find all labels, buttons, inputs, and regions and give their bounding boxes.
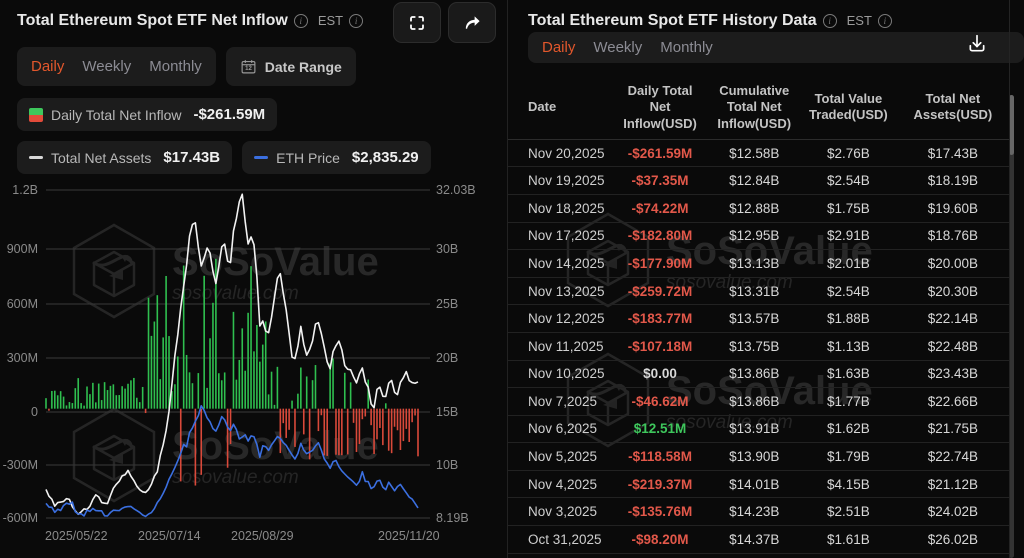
svg-text:900M: 900M xyxy=(7,242,38,256)
svg-text:600M: 600M xyxy=(7,297,38,311)
svg-text:15B: 15B xyxy=(436,405,458,419)
svg-text:10B: 10B xyxy=(436,458,458,472)
svg-text:20B: 20B xyxy=(436,351,458,365)
svg-text:2025/11/20: 2025/11/20 xyxy=(378,529,440,543)
svg-text:25B: 25B xyxy=(436,297,458,311)
svg-text:300M: 300M xyxy=(7,351,38,365)
svg-text:sosovalue.com: sosovalue.com xyxy=(172,283,299,304)
svg-text:0: 0 xyxy=(31,405,38,419)
svg-text:sosovalue.com: sosovalue.com xyxy=(172,467,299,488)
svg-text:2025/07/14: 2025/07/14 xyxy=(138,529,201,543)
svg-text:8.19B: 8.19B xyxy=(436,511,469,525)
svg-text:1.2B: 1.2B xyxy=(12,183,38,197)
svg-text:-600M: -600M xyxy=(3,511,38,525)
svg-text:32.03B: 32.03B xyxy=(436,183,476,197)
svg-text:30B: 30B xyxy=(436,242,458,256)
svg-text:-300M: -300M xyxy=(3,458,38,472)
svg-text:2025/05/22: 2025/05/22 xyxy=(45,529,108,543)
svg-text:2025/08/29: 2025/08/29 xyxy=(231,529,294,543)
